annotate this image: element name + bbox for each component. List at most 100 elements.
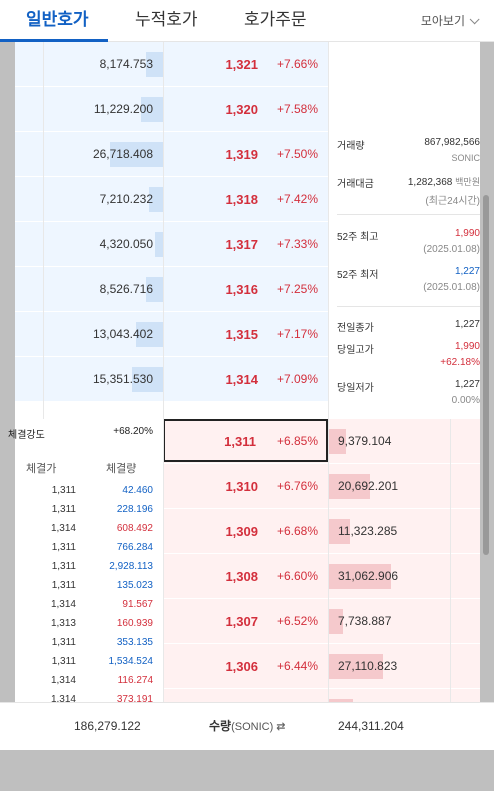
tab-orderbook-order[interactable]: 호가주문	[244, 10, 307, 29]
trade-qty: 2,928.113	[109, 561, 153, 572]
divider	[43, 42, 44, 419]
volume-value: 867,982,566	[424, 137, 480, 148]
high52-value: 1,990	[454, 228, 480, 239]
trade-row: 1,314 608.492	[15, 523, 163, 542]
low52-label: 52주 최저	[337, 270, 379, 281]
strength-label: 체결강도	[8, 430, 45, 441]
scrollbar[interactable]	[483, 195, 489, 555]
totals-bar: 186,279.122 수량(SONIC) ⇄ 244,311.204	[0, 702, 494, 750]
current-change-pct: +6.85%	[276, 434, 318, 448]
trade-price: 1,311	[51, 637, 76, 648]
ask-row[interactable]: 15,351.530 1,314 +7.09%	[15, 357, 328, 402]
bid-qty: 27,110.823	[338, 659, 398, 673]
ask-price: 1,320	[225, 102, 258, 117]
trade-price: 1,314	[50, 694, 76, 705]
ask-qty: 8,526.716	[99, 282, 153, 296]
trade-qty: 373.191	[116, 694, 153, 705]
amount-unit: 백만원	[455, 177, 480, 187]
trade-price: 1,314	[50, 523, 76, 534]
bid-volume-bar	[328, 564, 391, 589]
ask-row[interactable]: 26,718.408 1,319 +7.50%	[15, 132, 328, 177]
chevron-down-icon	[469, 14, 480, 25]
tab-cumulative-orderbook[interactable]: 누적호가	[135, 10, 198, 29]
trade-price: 1,311	[51, 656, 76, 667]
swap-icon[interactable]: ⇄	[276, 721, 286, 733]
ask-change-pct: +7.09%	[276, 372, 318, 386]
trade-row: 1,311 766.284	[15, 542, 163, 561]
bid-change-pct: +6.44%	[276, 659, 318, 673]
trade-price: 1,311	[51, 561, 76, 572]
bid-volume-bar	[328, 609, 343, 634]
tab-general-orderbook[interactable]: 일반호가	[26, 10, 89, 29]
ask-row[interactable]: 13,043.402 1,315 +7.17%	[15, 312, 328, 357]
ask-row[interactable]: 4,320.050 1,317 +7.33%	[15, 222, 328, 267]
current-price-row[interactable]: 1,311 +6.85%	[163, 419, 328, 462]
bid-total-qty: 244,311.204	[338, 719, 404, 733]
ask-volume-bar	[146, 277, 163, 302]
divider	[328, 42, 329, 744]
trade-row: 1,311 135.023	[15, 580, 163, 599]
ask-row[interactable]: 8,174.753 1,321 +7.66%	[15, 42, 328, 87]
trade-qty: 135.023	[116, 580, 153, 591]
bid-row[interactable]: 7,738.887 1,307 +6.52%	[163, 599, 480, 644]
strength-value: +68.20%	[113, 426, 153, 437]
prev-close-value: 1,227	[454, 319, 480, 330]
ask-price: 1,316	[225, 282, 258, 297]
bid-row[interactable]: 27,110.823 1,306 +6.44%	[163, 644, 480, 689]
ask-price: 1,315	[225, 327, 258, 342]
ask-volume-bar	[155, 232, 163, 257]
trade-price: 1,313	[50, 618, 76, 629]
bid-row[interactable]: 20,692.201 1,310 +6.76%	[163, 464, 480, 509]
ask-price: 1,317	[225, 237, 258, 252]
ask-change-pct: +7.42%	[276, 192, 318, 206]
bid-price: 1,306	[225, 659, 258, 674]
info-divider	[337, 306, 480, 307]
day-low-pct: 0.00%	[451, 395, 480, 406]
current-price: 1,311	[224, 434, 256, 449]
trade-row: 1,314 116.274	[15, 675, 163, 694]
trade-price: 1,311	[51, 485, 76, 496]
low52-date: (2025.01.08)	[423, 282, 480, 293]
bid-volume-bar	[328, 654, 383, 679]
totals-label: 수량(SONIC) ⇄	[209, 703, 285, 751]
active-tab-indicator	[0, 39, 108, 42]
bid-row[interactable]: 11,323.285 1,309 +6.68%	[163, 509, 480, 554]
amount-note: (최근24시간)	[425, 196, 480, 207]
trade-qty: 608.492	[116, 523, 153, 534]
high52-date: (2025.01.08)	[423, 244, 480, 255]
bid-volume-bar	[328, 519, 350, 544]
day-high-label: 당일고가	[337, 345, 374, 356]
ask-change-pct: +7.66%	[276, 57, 318, 71]
bid-price: 1,309	[225, 524, 258, 539]
ask-row[interactable]: 11,229.200 1,320 +7.58%	[15, 87, 328, 132]
bid-change-pct: +6.68%	[276, 524, 318, 538]
ask-row[interactable]: 8,526.716 1,316 +7.25%	[15, 267, 328, 312]
divider	[163, 42, 164, 744]
trade-row: 1,311 1,534.524	[15, 656, 163, 675]
ask-qty: 15,351.530	[92, 372, 153, 386]
day-low-label: 당일저가	[337, 383, 374, 394]
ask-change-pct: +7.50%	[276, 147, 318, 161]
ask-change-pct: +7.25%	[276, 282, 318, 296]
ask-price: 1,314	[225, 372, 258, 387]
trade-row: 1,311 42.460	[15, 485, 163, 504]
view-mode-select[interactable]: 모아보기	[421, 12, 480, 29]
bid-volume-bar	[328, 474, 370, 499]
trade-row: 1,314 373.191	[15, 694, 163, 713]
ask-price: 1,321	[225, 57, 258, 72]
trade-qty: 1,534.524	[108, 656, 154, 667]
orderbook: 8,174.753 1,321 +7.66% 11,229.200 1,320 +7.58…	[8, 42, 480, 744]
ask-qty: 13,043.402	[92, 327, 153, 341]
ask-row[interactable]: 7,210.232 1,318 +7.42%	[15, 177, 328, 222]
bid-row[interactable]: 31,062.906 1,308 +6.60%	[163, 554, 480, 599]
high52-label: 52주 최고	[337, 232, 379, 243]
amount-value: 1,282,368	[407, 177, 453, 188]
ask-change-pct: +7.33%	[276, 237, 318, 251]
ask-change-pct: +7.17%	[276, 327, 318, 341]
bid-change-pct: +6.76%	[276, 479, 318, 493]
amount-label: 거래대금	[337, 179, 374, 190]
bid-price: 1,308	[225, 569, 258, 584]
info-divider	[337, 214, 480, 215]
ask-volume-bar	[132, 367, 163, 392]
day-high-pct: +62.18%	[440, 357, 480, 368]
